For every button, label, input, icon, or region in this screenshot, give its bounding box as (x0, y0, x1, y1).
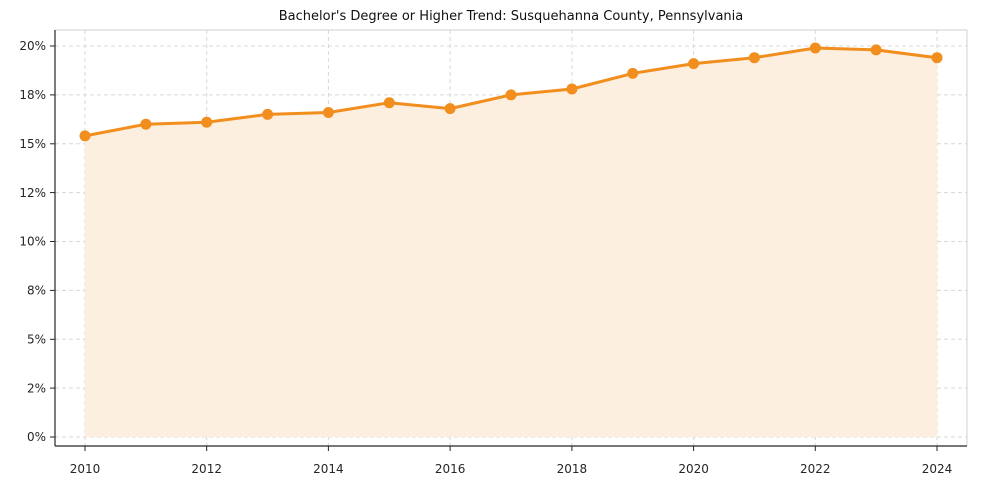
x-tick-label: 2016 (435, 462, 466, 476)
y-tick-label: 18% (19, 88, 46, 102)
y-tick-label: 5% (27, 332, 46, 346)
data-point (627, 67, 639, 79)
x-tick-label: 2010 (70, 462, 101, 476)
x-tick-label: 2020 (678, 462, 709, 476)
x-tick-label: 2022 (800, 462, 831, 476)
x-tick-label: 2014 (313, 462, 344, 476)
data-point (79, 130, 91, 142)
y-tick-label: 2% (27, 381, 46, 395)
data-point (201, 116, 213, 128)
data-point (809, 42, 821, 54)
x-tick-label: 2018 (557, 462, 588, 476)
chart-title: Bachelor's Degree or Higher Trend: Susqu… (279, 9, 744, 24)
x-axis-tick-labels: 2010 2012 2014 2016 2018 2020 2022 2024 (70, 446, 953, 476)
data-point (931, 52, 943, 64)
data-point (748, 52, 760, 64)
y-tick-label: 12% (19, 186, 46, 200)
data-point (322, 107, 334, 118)
x-tick-label: 2024 (922, 462, 953, 476)
data-point (870, 44, 882, 56)
data-point (444, 103, 456, 115)
y-tick-label: 8% (27, 284, 46, 298)
data-point (140, 118, 152, 130)
y-axis-tick-labels: 0% 2% 5% 8% 10% 12% 15% 18% 20% (19, 39, 55, 444)
x-tick-label: 2012 (191, 462, 222, 476)
area-fill (85, 48, 937, 437)
y-tick-label: 10% (19, 235, 46, 249)
data-point (383, 97, 395, 109)
area-under-line (85, 48, 937, 437)
y-tick-label: 15% (19, 137, 46, 151)
data-point (262, 108, 274, 120)
data-point (505, 89, 517, 101)
y-tick-label: 0% (27, 430, 46, 444)
data-point-markers (79, 42, 943, 142)
y-tick-label: 20% (19, 39, 46, 53)
data-point (688, 58, 700, 70)
data-point (566, 83, 578, 95)
